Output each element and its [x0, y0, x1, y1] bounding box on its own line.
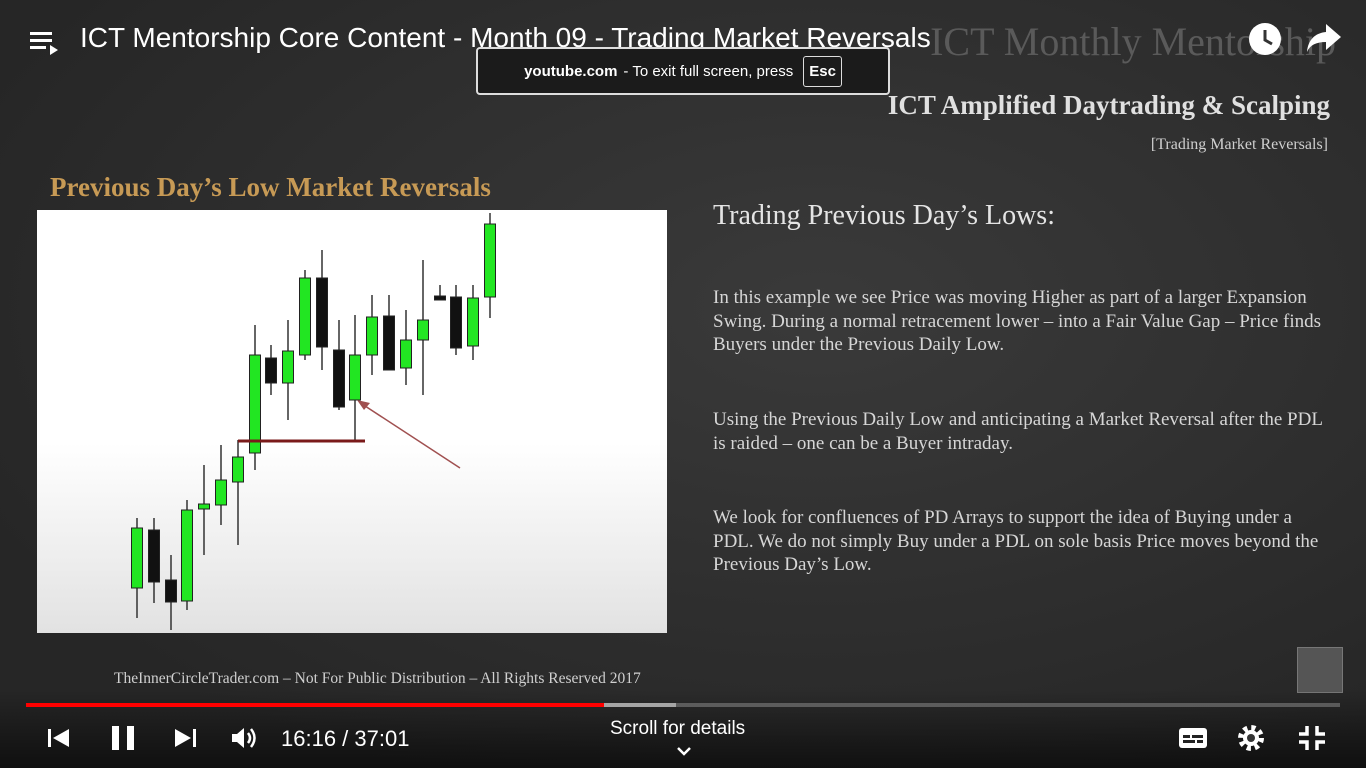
candle-body	[165, 579, 177, 603]
candle-body	[417, 319, 429, 341]
previous-button[interactable]	[48, 727, 70, 749]
candle-body	[282, 350, 294, 384]
candle-body	[333, 349, 345, 408]
slide-tag: [Trading Market Reversals]	[1150, 136, 1328, 153]
candle-body	[198, 503, 210, 510]
pause-button[interactable]	[110, 724, 138, 752]
candle-body	[215, 479, 227, 506]
subtitles-button[interactable]	[1178, 726, 1208, 750]
volume-button[interactable]	[231, 726, 259, 750]
paragraph: Using the Previous Daily Low and anticip…	[713, 409, 1323, 454]
slide-footer: TheInnerCircleTrader.com – Not For Publi…	[114, 670, 641, 687]
channel-watermark[interactable]	[1297, 647, 1343, 693]
candle-body	[316, 277, 328, 348]
share-icon[interactable]	[1306, 22, 1342, 54]
slide-subheader: ICT Amplified Daytrading & Scalping	[887, 90, 1330, 120]
progress-buffer	[604, 703, 676, 707]
candlestick-image	[37, 210, 667, 633]
candle-body	[249, 354, 261, 454]
candle-body	[349, 354, 361, 401]
paragraph: We look for confluences of PD Arrays to …	[713, 507, 1319, 575]
playlist-icon[interactable]	[30, 28, 62, 58]
paragraph: In this example we see Price was moving …	[713, 287, 1322, 355]
candle-body	[232, 456, 244, 483]
fullscreen-toast: youtube.com - To exit full screen, press E…	[476, 47, 890, 95]
next-button[interactable]	[175, 727, 197, 749]
candle-body	[400, 339, 412, 369]
candle-body	[383, 315, 395, 371]
progress-played	[26, 703, 604, 707]
exit-fullscreen-button[interactable]	[1297, 724, 1327, 752]
toast-site: youtube.com	[524, 62, 618, 80]
candle-body	[450, 296, 462, 349]
candle-body	[131, 527, 143, 589]
scroll-chevron[interactable]	[676, 746, 692, 758]
toast-message: - To exit full screen, press	[623, 62, 794, 80]
progress-track[interactable]	[26, 703, 1340, 707]
candle-body	[484, 223, 496, 298]
settings-button[interactable]	[1237, 724, 1265, 752]
candle-body	[366, 316, 378, 356]
slide-heading: Trading Previous Day’s Lows:	[713, 200, 1055, 231]
scroll-hint[interactable]: Scroll for details	[610, 718, 746, 739]
toast-key: Esc	[803, 55, 842, 87]
watch-later-icon[interactable]	[1248, 22, 1282, 56]
candle-body	[467, 297, 479, 347]
candle-body	[181, 509, 193, 602]
candle-body	[148, 529, 160, 583]
candle-body	[299, 277, 311, 356]
time-display: 16:16 / 37:01	[281, 726, 410, 751]
chart-title: Previous Day’s Low Market Reversals	[50, 172, 491, 202]
candle-body	[434, 295, 446, 301]
candle-body	[265, 357, 277, 384]
